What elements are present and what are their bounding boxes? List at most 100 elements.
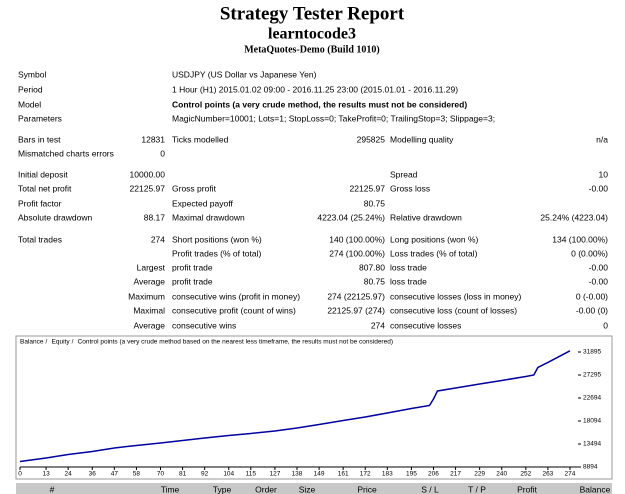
report-cell: Relative drawdown	[390, 212, 462, 222]
x-tick-label: 252	[520, 471, 531, 478]
y-tick-label: 8894	[583, 464, 598, 471]
build-info: MetaQuotes-Demo (Build 1010)	[244, 44, 380, 55]
report-cell: 80.75	[364, 198, 386, 208]
chart-frame	[15, 335, 613, 480]
report-cell: consecutive losses	[390, 320, 461, 330]
x-tick-label: 229	[474, 471, 485, 478]
report-cell: profit trade	[172, 262, 213, 272]
x-tick-label: 58	[133, 471, 141, 478]
report-cell: Symbol	[18, 69, 46, 79]
report-cell: Long positions (won %)	[390, 234, 479, 244]
y-tick-label: 27295	[583, 372, 601, 379]
balance-line	[19, 350, 571, 463]
report-cell: 0	[160, 148, 165, 158]
report-cell: Period	[18, 84, 43, 94]
report-cell: 4223.04 (25.24%)	[317, 212, 385, 222]
report-cell: Mismatched charts errors	[18, 148, 114, 158]
column-header: #	[50, 484, 55, 494]
report-cell: consecutive wins	[172, 320, 236, 330]
report-cell: Modelling quality	[390, 134, 454, 144]
report-cell: Gross loss	[390, 183, 430, 193]
report-cell: Expected payoff	[172, 198, 233, 208]
x-tick-label: 0	[18, 471, 22, 478]
report-cell: 22125.97	[350, 183, 386, 193]
x-tick-label: 47	[111, 471, 119, 478]
x-tick-label: 183	[382, 471, 393, 478]
x-tick-label: 115	[246, 471, 257, 478]
report-cell: n/a	[596, 134, 608, 144]
report-cell: Average	[133, 320, 165, 330]
x-tick-label: 172	[360, 471, 371, 478]
report-cell: 88.17	[144, 212, 166, 222]
report-cell: Loss trades (% of total)	[390, 248, 478, 258]
report-cell: Maximal drawdown	[172, 212, 245, 222]
report-cell: 0	[603, 320, 608, 330]
x-tick-label: 138	[292, 471, 303, 478]
column-header: Balance	[580, 484, 611, 494]
y-tick-label: 18094	[583, 418, 601, 425]
report-cell: Absolute drawdown	[18, 212, 92, 222]
report-cell: Short positions (won %)	[172, 234, 262, 244]
report-cell: -0.00	[589, 262, 609, 272]
x-tick-label: 36	[89, 471, 97, 478]
report-cell: -0.00 (0)	[576, 305, 608, 315]
report-cell: Gross profit	[172, 183, 217, 193]
report-cell: Profit factor	[18, 198, 62, 208]
report-cell: 80.75	[364, 276, 386, 286]
legend-entry: Balance	[20, 339, 44, 346]
report-cell: consecutive profit (count of wins)	[172, 305, 296, 315]
column-header: Price	[357, 484, 377, 494]
report-cell: 274	[151, 234, 165, 244]
y-tick-label: 13494	[583, 441, 601, 448]
report-cell: consecutive loss (count of losses)	[390, 305, 517, 315]
report-cell: -0.00	[589, 276, 609, 286]
report-cell: 274	[371, 320, 385, 330]
report-cell: profit trade	[172, 276, 213, 286]
x-tick-label: 70	[157, 471, 165, 478]
x-tick-label: 24	[65, 471, 73, 478]
report-cell: 274 (22125.97)	[327, 291, 385, 301]
x-tick-label: 92	[201, 471, 209, 478]
report-cell: Average	[133, 276, 165, 286]
report-cell: 807.80	[359, 262, 385, 272]
report-cell: 0 (0.00%)	[571, 248, 608, 258]
report-cell: 295825	[357, 134, 386, 144]
legend-entry: Equity	[52, 339, 71, 346]
report-cell: 134 (100.00%)	[552, 234, 608, 244]
column-header: Order	[255, 484, 277, 494]
column-header: Type	[213, 484, 232, 494]
x-tick-label: 274	[565, 471, 576, 478]
report-cell: Total net profit	[18, 183, 72, 193]
column-header: T / P	[468, 484, 486, 494]
report-cell: Spread	[390, 169, 418, 179]
legend-separator: /	[72, 339, 74, 346]
report-cell: loss trade	[390, 276, 427, 286]
y-tick-label: 31895	[583, 349, 601, 356]
column-header: Profit	[517, 484, 537, 494]
x-tick-label: 195	[406, 471, 417, 478]
report-cell: consecutive losses (loss in money)	[390, 291, 522, 301]
report-cell: Maximum	[128, 291, 165, 301]
report-cell: consecutive wins (profit in money)	[172, 291, 300, 301]
report-cell: Control points (a very crude method, the…	[172, 99, 467, 109]
x-tick-label: 263	[542, 471, 553, 478]
report-cell: loss trade	[390, 262, 427, 272]
report-cell: 25.24% (4223.04)	[540, 212, 608, 222]
report-cell: 140 (100.00%)	[329, 234, 385, 244]
column-header: Size	[299, 484, 316, 494]
report-cell: Total trades	[18, 234, 62, 244]
report-cell: Model	[18, 99, 41, 109]
legend-separator: /	[46, 339, 48, 346]
x-tick-label: 161	[338, 471, 349, 478]
report-cell: -0.00	[589, 183, 609, 193]
x-tick-label: 13	[42, 471, 50, 478]
x-tick-label: 240	[496, 471, 507, 478]
y-tick-label: 22694	[583, 395, 601, 402]
x-tick-label: 217	[450, 471, 461, 478]
x-tick-label: 104	[223, 471, 234, 478]
report-cell: Ticks modelled	[172, 134, 229, 144]
report-cell: Largest	[137, 262, 166, 272]
report-cell: 274 (100.00%)	[329, 248, 385, 258]
report-cell: Initial deposit	[18, 169, 68, 179]
